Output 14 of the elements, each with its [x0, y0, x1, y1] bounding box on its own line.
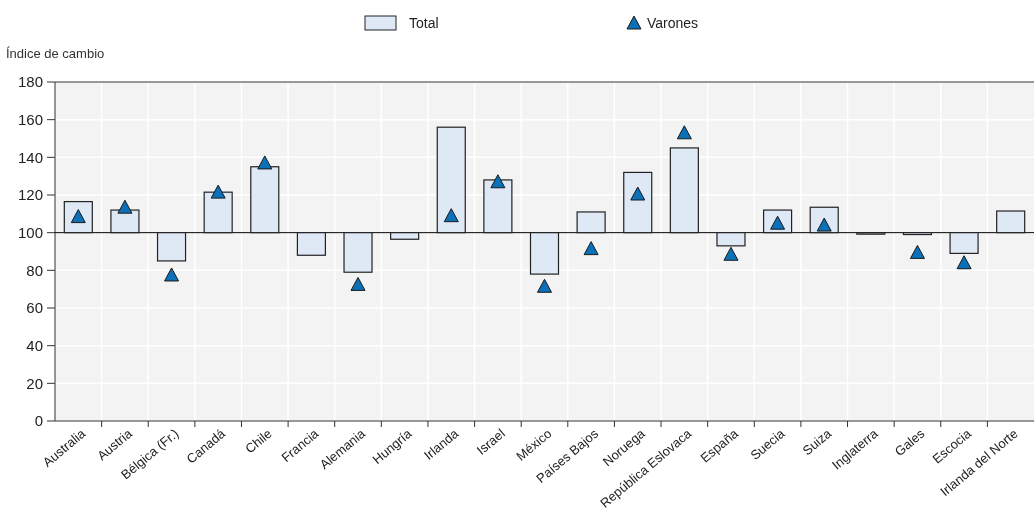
y-tick-label: 140: [17, 148, 43, 166]
legend-label: Varones: [647, 14, 699, 31]
y-tick-label: 180: [17, 73, 43, 91]
y-tick-label: 100: [17, 223, 43, 241]
y-tick-label: 20: [26, 374, 43, 392]
x-tick-label: Chile: [242, 425, 275, 457]
y-tick-label: 0: [34, 412, 43, 430]
y-tick-label: 80: [26, 261, 43, 279]
y-tick-label: 120: [17, 186, 43, 204]
y-axis-title: Índice de cambio: [6, 46, 105, 61]
y-tick-label: 40: [26, 336, 43, 354]
legend-label: Total: [409, 14, 439, 31]
y-tick-label: 160: [17, 110, 43, 128]
y-tick-label: 60: [26, 299, 43, 317]
